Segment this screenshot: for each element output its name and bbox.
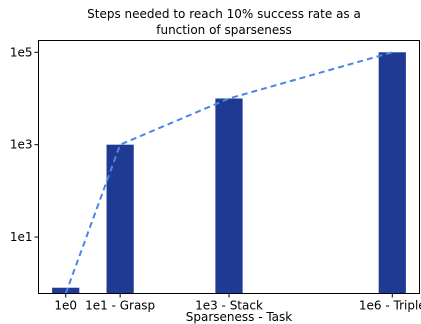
y-tick-label-0: 1e1	[10, 230, 33, 244]
x-tick-label-2: 1e3 - Stack	[195, 299, 263, 313]
x-axis-label: Sparseness - Task	[186, 310, 293, 324]
plot-frame	[38, 40, 420, 294]
x-tick-label-1: 1e1 - Grasp	[85, 299, 155, 313]
bar-3	[378, 52, 406, 294]
y-axis: 1e1 1e3 1e5	[10, 45, 39, 244]
chart-marks	[52, 51, 406, 294]
x-tick-label-3: 1e6 - Triple	[359, 299, 421, 313]
x-axis: 1e0 1e1 - Grasp 1e3 - Stack 1e6 - Triple	[54, 293, 421, 313]
bar-2	[215, 98, 243, 294]
bar-1	[106, 144, 134, 294]
y-tick-label-1: 1e3	[10, 138, 33, 152]
x-tick-label-0: 1e0	[54, 299, 77, 313]
y-tick-label-2: 1e5	[10, 45, 33, 59]
chart-title-line-2: function of sparseness	[156, 23, 292, 37]
trend-line	[64, 51, 393, 294]
chart-title-line-1: Steps needed to reach 10% success rate a…	[87, 7, 361, 21]
